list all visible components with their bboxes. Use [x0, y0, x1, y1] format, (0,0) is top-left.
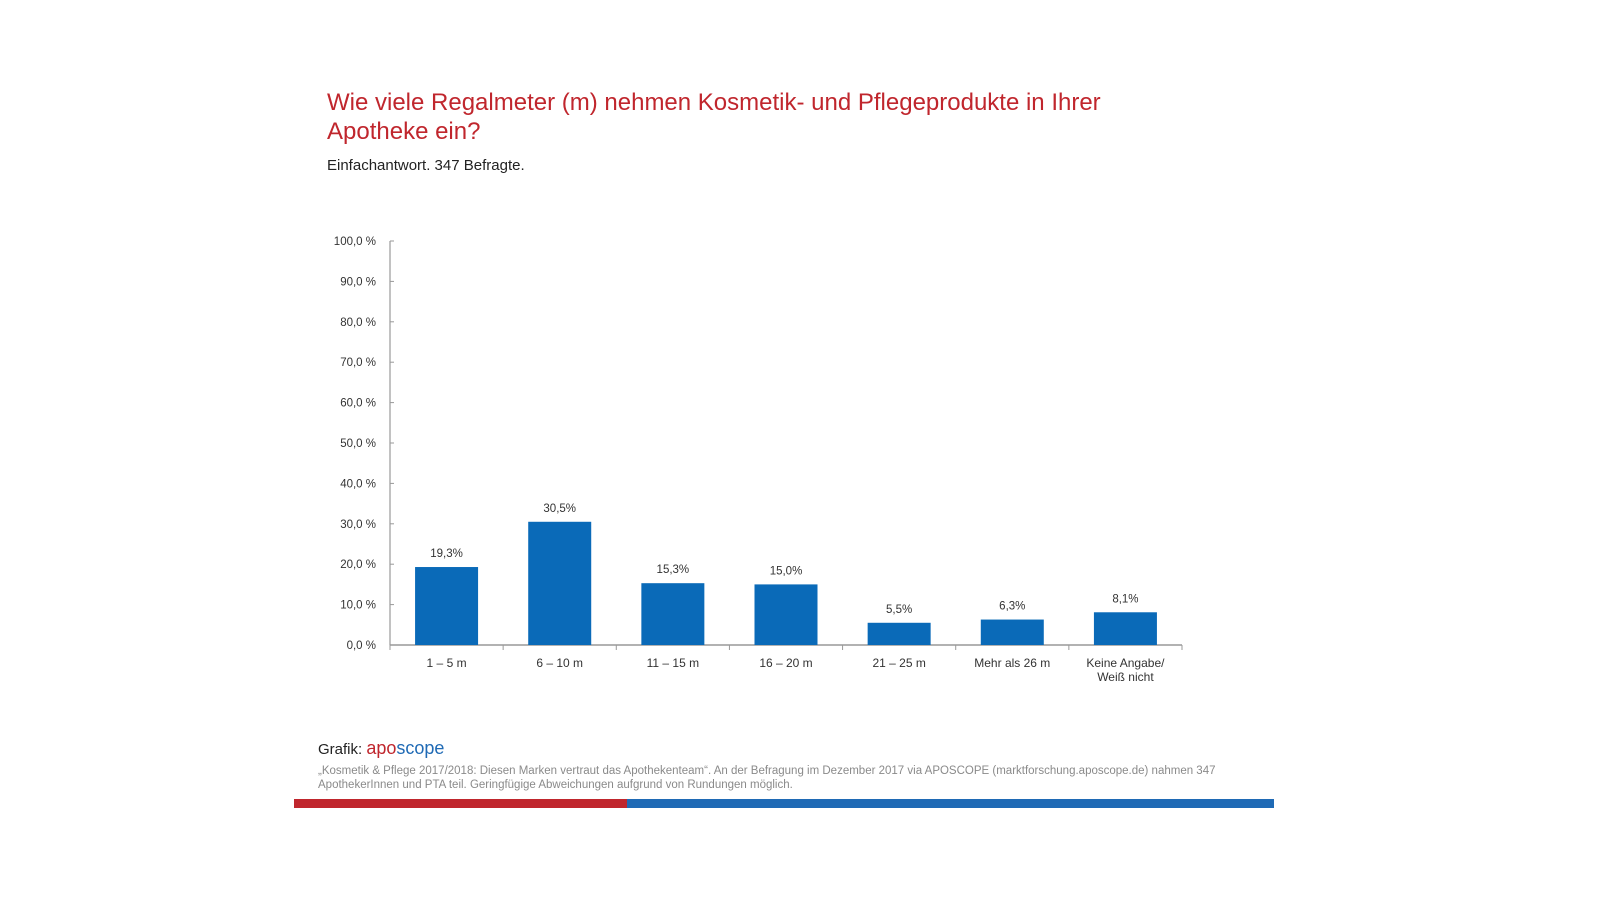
y-tick-label: 50,0 % [340, 438, 376, 450]
y-tick-label: 10,0 % [340, 600, 376, 612]
value-label: 15,0% [770, 565, 803, 577]
bar [867, 622, 931, 645]
y-tick-label: 30,0 % [340, 519, 376, 531]
footer-stripe-blue [627, 799, 1274, 808]
y-tick-label: 40,0 % [340, 478, 376, 490]
x-tick-label: 21 – 25 m [872, 656, 925, 670]
chart-title: Wie viele Regalmeter (m) nehmen Kosmetik… [327, 89, 1101, 145]
y-tick-label: 80,0 % [340, 317, 376, 329]
x-tick-label: 6 – 10 m [536, 656, 583, 670]
aposcope-logo: aposcope [366, 738, 445, 758]
bar [641, 583, 705, 645]
y-tick-label: 20,0 % [340, 559, 376, 571]
y-tick-label: 90,0 % [340, 276, 376, 288]
bars [415, 521, 1157, 645]
x-tick-label: Mehr als 26 m [974, 656, 1050, 670]
x-axis: 1 – 5 m 6 – 10 m 11 – 15 m 16 – 20 m 21 – 25… [389, 644, 1183, 684]
y-tick-label: 70,0 % [340, 357, 376, 369]
logo-apo: apo [366, 738, 397, 758]
y-tick-label: 0,0 % [347, 640, 376, 652]
credit-prefix: Grafik: [318, 741, 363, 758]
x-tick-label: Keine Angabe/ [1086, 656, 1165, 670]
value-label: 5,5% [886, 604, 912, 616]
x-tick-label: 1 – 5 m [427, 656, 467, 670]
x-tick-label: 16 – 20 m [759, 656, 812, 670]
value-label: 8,1% [1112, 593, 1138, 605]
footer-stripe-red [294, 799, 627, 808]
value-label: 6,3% [999, 601, 1025, 613]
graphic-credit: Grafik: aposcope [318, 738, 444, 759]
x-tick-label: 11 – 15 m [647, 656, 699, 670]
y-axis: 0,0 % 10,0 % 20,0 % 30,0 % 40,0 % 50,0 % 60,0 … [334, 236, 394, 652]
bar [754, 584, 818, 645]
x-tick-label: Weiß nicht [1097, 670, 1154, 684]
value-labels: 19,3% 30,5% 15,3% 15,0% 5,5% 6,3% 8,1% [430, 503, 1138, 616]
value-label: 15,3% [657, 564, 690, 576]
source-note: „Kosmetik & Pflege 2017/2018: Diesen Mar… [318, 765, 1216, 791]
y-tick-label: 100,0 % [334, 236, 376, 248]
bar [1093, 612, 1157, 645]
bar [415, 567, 479, 645]
logo-scope: scope [396, 738, 445, 758]
value-label: 19,3% [430, 548, 463, 560]
value-label: 30,5% [543, 503, 576, 515]
chart-subtitle: Einfachantwort. 347 Befragte. [327, 157, 525, 174]
bar [528, 521, 592, 645]
bar [980, 619, 1044, 645]
y-tick-label: 60,0 % [340, 398, 376, 410]
